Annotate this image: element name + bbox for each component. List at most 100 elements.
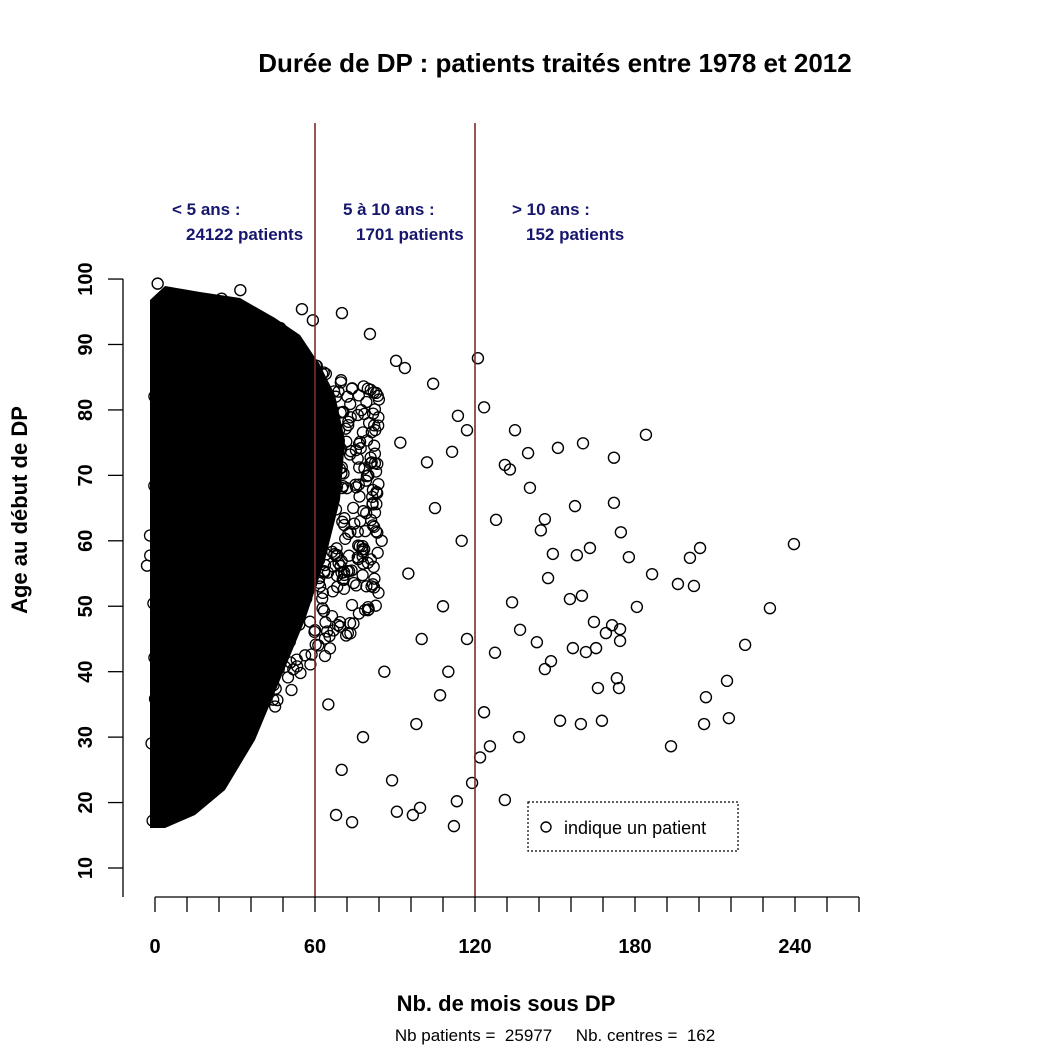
overplotted-point: [361, 382, 374, 395]
overplotted-point: [173, 352, 186, 365]
overplotted-point: [249, 692, 262, 706]
data-point: [465, 776, 479, 790]
overplotted-point: [366, 483, 380, 497]
overplotted-point: [303, 615, 317, 628]
overplotted-point: [280, 422, 293, 436]
overplotted-point: [262, 522, 276, 535]
overplotted-point: [180, 729, 193, 743]
overplotted-point: [302, 567, 315, 581]
overplotted-point: [250, 701, 263, 714]
y-tick-label: 30: [75, 726, 97, 748]
x-tick-label: 120: [458, 936, 491, 958]
overplotted-point: [151, 299, 164, 313]
data-point: [587, 615, 601, 629]
overplotted-point: [281, 626, 294, 639]
overplotted-point: [245, 710, 258, 723]
data-point: [306, 314, 320, 327]
overplotted-point: [352, 539, 365, 552]
overplotted-point: [195, 546, 208, 560]
overplotted-point: [222, 327, 235, 340]
overplotted-point: [294, 601, 307, 615]
overplotted-point: [331, 580, 344, 594]
overplotted-point: [364, 457, 377, 470]
overplotted-point: [327, 385, 341, 398]
data-point: [477, 401, 491, 414]
overplotted-point: [155, 370, 168, 383]
annotation-line1: 5 à 10 ans :: [343, 200, 435, 219]
overplotted-point: [191, 446, 204, 459]
overplotted-point: [352, 437, 366, 451]
overplotted-point: [177, 610, 190, 624]
data-point: [505, 596, 519, 609]
overplotted-point: [272, 379, 285, 392]
chart-title: Durée de DP : patients traités entre 197…: [258, 48, 851, 78]
overplotted-point: [225, 742, 238, 755]
overplotted-point: [275, 591, 288, 605]
overplotted-point: [202, 388, 215, 402]
overplotted-point: [181, 308, 194, 321]
overplotted-point: [170, 531, 184, 544]
overplotted-point: [290, 460, 303, 473]
overplotted-point: [272, 452, 285, 465]
data-point: [483, 740, 497, 753]
overplotted-point: [143, 529, 157, 542]
overplotted-point: [286, 377, 299, 391]
overplotted-point: [333, 615, 347, 629]
overplotted-point: [319, 367, 333, 381]
overplotted-point: [287, 522, 300, 535]
data-point: [687, 579, 701, 593]
overplotted-point: [227, 652, 241, 665]
overplotted-point: [316, 592, 329, 605]
overplotted-point: [225, 717, 239, 730]
overplotted-point: [174, 369, 188, 383]
overplotted-point: [244, 591, 257, 605]
overplotted-point: [241, 486, 255, 499]
overplotted-point: [344, 397, 357, 411]
overplotted-point: [318, 558, 332, 572]
overplotted-point: [298, 649, 312, 662]
overplotted-point: [221, 692, 235, 705]
overplotted-point: [177, 309, 190, 322]
overplotted-point: [214, 566, 227, 579]
overplotted-point: [151, 418, 164, 431]
overplotted-point: [147, 597, 160, 610]
data-point: [570, 548, 584, 562]
overplotted-point: [347, 501, 360, 515]
overplotted-point: [167, 425, 180, 438]
y-axis-label: Age au début de DP: [7, 406, 32, 614]
overplotted-point: [218, 500, 232, 513]
overplotted-point: [360, 395, 373, 409]
data-point: [787, 537, 801, 551]
data-point: [362, 469, 375, 482]
overplotted-point: [155, 728, 168, 741]
overplotted-point: [337, 582, 351, 595]
overplotted-point: [187, 748, 200, 761]
data-point: [140, 559, 154, 572]
overplotted-point: [263, 369, 276, 382]
overplotted-point: [163, 505, 177, 518]
overplotted-point: [323, 504, 337, 517]
overplotted-point: [220, 361, 234, 374]
overplotted-point: [160, 309, 173, 323]
overplotted-point: [195, 622, 208, 635]
overplotted-point: [335, 481, 349, 495]
overplotted-point: [333, 620, 347, 633]
overplotted-point: [157, 551, 170, 564]
data-point: [693, 541, 707, 555]
overplotted-point: [185, 711, 199, 725]
overplotted-point: [249, 366, 263, 380]
overplotted-point: [285, 459, 299, 473]
overplotted-point: [272, 344, 285, 358]
overplotted-point: [235, 333, 248, 347]
overplotted-point: [335, 442, 348, 456]
overplotted-point: [152, 706, 165, 719]
overplotted-point: [160, 624, 173, 637]
overplotted-point: [238, 419, 251, 432]
overplotted-point: [185, 585, 198, 599]
data-point: [763, 602, 777, 615]
overplotted-point: [319, 387, 333, 400]
data-point: [385, 774, 399, 787]
y-tick-label: 100: [75, 262, 97, 295]
data-point: [630, 600, 644, 614]
overplotted-point: [273, 443, 286, 456]
